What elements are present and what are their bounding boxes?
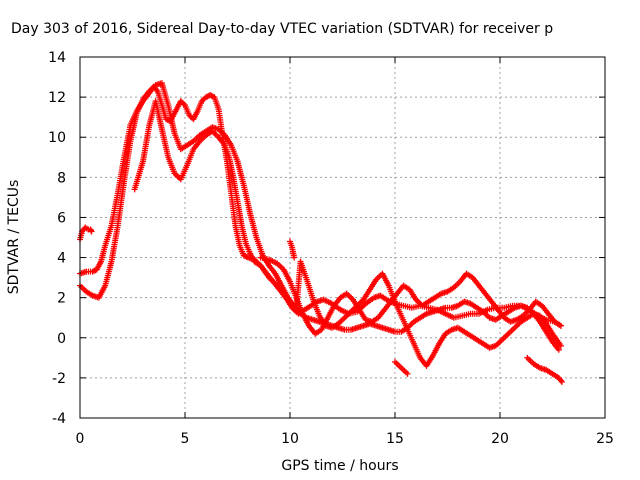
grid-lines: [80, 57, 605, 418]
plot-frame: [79, 56, 606, 419]
y-tick-label: -2: [52, 371, 66, 387]
data-point: [291, 254, 298, 261]
data-point: [557, 322, 564, 329]
x-tick-label: 5: [181, 431, 190, 447]
y-axis-label: SDTVAR / TECUs: [6, 180, 22, 295]
y-tick-label: 4: [57, 251, 66, 267]
x-tick-label: 20: [491, 431, 509, 447]
x-axis-label: GPS time / hours: [281, 458, 398, 474]
data-series: [287, 238, 298, 261]
y-tick-label: 8: [57, 170, 66, 186]
data-point: [557, 342, 564, 349]
y-tick-label: 2: [57, 291, 66, 307]
axis-ticks: [79, 56, 606, 419]
x-tick-label: 0: [76, 431, 85, 447]
data-series: [131, 98, 564, 369]
data-series: [524, 354, 565, 385]
y-tick-label: 12: [48, 90, 66, 106]
y-tick-label: -4: [52, 411, 66, 427]
y-tick-label: 10: [48, 130, 66, 146]
data-point: [404, 370, 411, 377]
y-tick-label: 0: [57, 331, 66, 347]
x-tick-label: 10: [281, 431, 299, 447]
data-series: [257, 254, 564, 337]
chart-title: Day 303 of 2016, Sidereal Day-to-day VTE…: [11, 21, 553, 37]
x-tick-labels: 0 5 10 15 20 25: [76, 431, 614, 447]
y-tick-labels: -4 -2 0 2 4 6 8 10 12 14: [48, 50, 66, 427]
data-points: [77, 80, 565, 385]
y-tick-label: 6: [57, 210, 66, 226]
data-point: [88, 228, 95, 235]
y-tick-label: 14: [48, 50, 66, 66]
data-point: [557, 377, 564, 384]
data-point: [558, 378, 565, 385]
data-series: [392, 358, 411, 377]
data-point: [555, 346, 562, 353]
data-series: [77, 80, 562, 353]
x-tick-label: 25: [596, 431, 614, 447]
x-tick-label: 15: [386, 431, 404, 447]
